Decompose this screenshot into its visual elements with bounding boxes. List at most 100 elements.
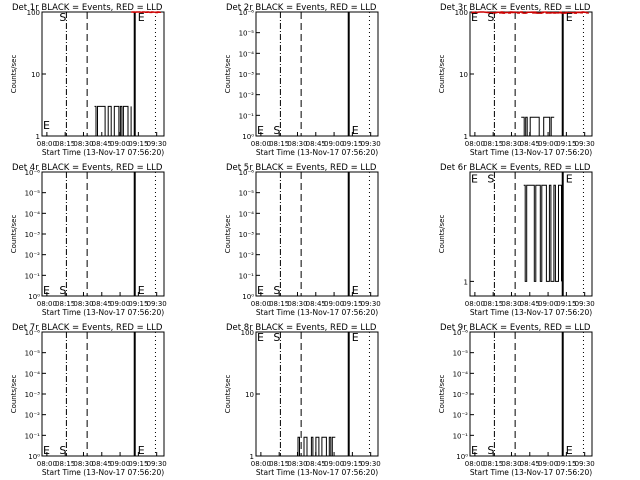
x-tick-label: 09:15 — [342, 140, 362, 148]
x-tick-label: 08:15 — [55, 460, 75, 468]
x-tick-label: 08:30 — [287, 460, 307, 468]
x-tick-label: 08:45 — [92, 140, 112, 148]
marker-e: E — [138, 444, 145, 457]
marker-s: S — [59, 444, 66, 457]
x-tick-label: 08:15 — [269, 300, 289, 308]
marker-e: E — [352, 331, 359, 344]
x-tick-label: 09:00 — [110, 300, 130, 308]
y-axis-label: Counts/sec — [224, 215, 232, 254]
chart-det8r: Det 8r BLACK = Events, RED = LLD 1 10 100 Co… — [224, 323, 381, 477]
x-tick-label: 08:30 — [73, 140, 93, 148]
y-tick-label: 1 — [250, 453, 254, 461]
y-tick-label: 10⁻⁵ — [453, 350, 469, 358]
marker-e: E — [471, 172, 478, 185]
x-tick-label: 08:00 — [37, 460, 57, 468]
y-tick-label: 100 — [241, 329, 254, 337]
y-tick-label: 10⁻⁶ — [25, 169, 41, 177]
x-tick-label: 08:15 — [483, 300, 503, 308]
y-tick-label: 10⁻⁶ — [453, 329, 469, 337]
x-tick-label: 09:30 — [361, 460, 381, 468]
chart-det4r: Det 4r BLACK = Events, RED = LLD 10⁰ 10⁻¹ 1… — [10, 163, 167, 317]
x-tick-label: 09:00 — [324, 140, 344, 148]
x-axis-label: Start Time (13-Nov-17 07:56:20) — [470, 308, 592, 317]
x-tick-label: 09:30 — [147, 460, 167, 468]
marker-e: E — [43, 119, 50, 132]
x-tick-label: 08:00 — [251, 140, 271, 148]
chart-det2r: Det 2r BLACK = Events, RED = LLD 10⁰ 10⁻¹ 1… — [224, 3, 381, 157]
x-tick-label: 09:30 — [361, 300, 381, 308]
y-axis-label: Counts/sec — [438, 215, 446, 254]
x-tick-label: 09:15 — [342, 460, 362, 468]
marker-e: E — [138, 284, 145, 297]
chart-title: Det 1r BLACK = Events, RED = LLD — [12, 3, 163, 13]
x-tick-label: 08:45 — [92, 460, 112, 468]
x-tick-label: 09:00 — [324, 300, 344, 308]
y-tick-label: 10⁻⁴ — [239, 50, 255, 58]
x-axis-label: Start Time (13-Nov-17 07:56:20) — [470, 148, 592, 157]
y-tick-label: 10⁻² — [25, 252, 41, 260]
chart-title: Det 2r BLACK = Events, RED = LLD — [226, 3, 377, 13]
chart-det3r: Det 3r BLACK = Events, RED = LLD 1 10 100 Co… — [438, 3, 595, 157]
y-tick-label: 10⁻² — [239, 252, 255, 260]
x-tick-label: 09:00 — [538, 300, 558, 308]
x-tick-label: 08:00 — [251, 300, 271, 308]
marker-s: S — [273, 284, 280, 297]
x-tick-label: 08:45 — [520, 140, 540, 148]
plot-frame — [41, 171, 165, 297]
x-tick-label: 08:00 — [465, 460, 485, 468]
y-tick-label: 10⁻⁴ — [239, 210, 255, 218]
x-tick-label: 09:15 — [556, 140, 576, 148]
x-tick-label: 09:00 — [538, 140, 558, 148]
y-tick-label: 10⁻³ — [25, 231, 41, 239]
plot-frame — [469, 171, 593, 297]
x-tick-label: 09:00 — [324, 460, 344, 468]
x-tick-label: 09:00 — [538, 460, 558, 468]
x-axis-label: Start Time (13-Nov-17 07:56:20) — [256, 468, 378, 477]
chart-title: Det 3r BLACK = Events, RED = LLD — [440, 3, 591, 13]
y-tick-label: 1 — [464, 133, 468, 141]
y-tick-label: 10⁻¹ — [239, 272, 255, 280]
x-tick-label: 09:15 — [342, 300, 362, 308]
marker-s: S — [273, 124, 280, 137]
marker-e: E — [566, 172, 573, 185]
y-tick-label: 10 — [459, 71, 468, 79]
chart-det9r: Det 9r BLACK = Events, RED = LLD 10⁰ 10⁻¹ 1… — [438, 323, 595, 477]
plot-frame — [255, 11, 379, 137]
y-tick-label: 10⁻⁵ — [25, 350, 41, 358]
chart-title: Det 4r BLACK = Events, RED = LLD — [12, 163, 163, 173]
chart-det7r: Det 7r BLACK = Events, RED = LLD 10⁰ 10⁻¹ 1… — [10, 323, 167, 477]
x-axis-label: Start Time (13-Nov-17 07:56:20) — [42, 308, 164, 317]
x-axis-label: Start Time (13-Nov-17 07:56:20) — [470, 468, 592, 477]
x-tick-label: 08:45 — [306, 140, 326, 148]
chart-title: Det 9r BLACK = Events, RED = LLD — [440, 323, 591, 333]
y-tick-label: 10⁻¹ — [25, 432, 41, 440]
y-tick-label: 10 — [31, 71, 40, 79]
marker-s: S — [487, 172, 494, 185]
x-tick-label: 08:00 — [465, 300, 485, 308]
plot-frame — [255, 171, 379, 297]
x-tick-label: 09:15 — [556, 300, 576, 308]
chart-title: Det 8r BLACK = Events, RED = LLD — [226, 323, 377, 333]
marker-e: E — [138, 11, 145, 24]
plot-frame — [41, 11, 165, 137]
x-tick-label: 09:30 — [575, 140, 595, 148]
x-tick-label: 08:00 — [37, 300, 57, 308]
x-tick-label: 09:30 — [361, 140, 381, 148]
x-axis-label: Start Time (13-Nov-17 07:56:20) — [256, 148, 378, 157]
marker-e: E — [257, 124, 264, 137]
y-tick-label: 10⁻¹ — [25, 272, 41, 280]
x-tick-label: 09:00 — [110, 140, 130, 148]
series-events — [295, 436, 336, 457]
marker-e: E — [566, 11, 573, 24]
series-events — [94, 105, 132, 137]
series-events — [521, 116, 555, 137]
plot-frame — [469, 331, 593, 457]
x-tick-label: 09:00 — [110, 460, 130, 468]
x-tick-label: 08:45 — [92, 300, 112, 308]
x-axis-label: Start Time (13-Nov-17 07:56:20) — [256, 308, 378, 317]
series-lld — [131, 11, 161, 14]
x-tick-label: 08:30 — [73, 460, 93, 468]
y-tick-label: 10⁻⁶ — [239, 9, 255, 17]
y-tick-label: 10⁻² — [453, 412, 469, 420]
